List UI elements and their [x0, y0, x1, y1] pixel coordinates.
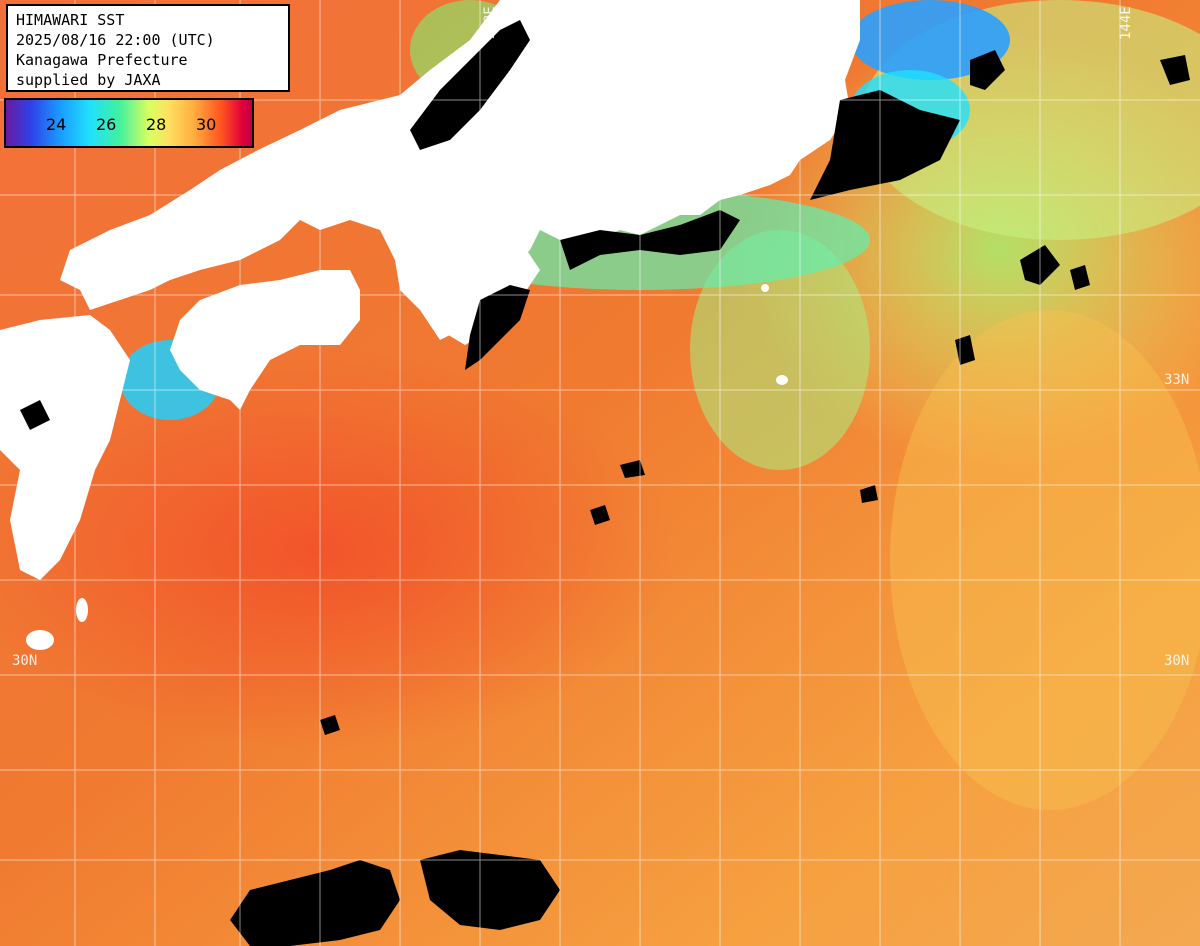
temperature-legend: 24 26 28 30 — [4, 98, 254, 148]
izu-island-2 — [761, 284, 769, 292]
info-box: HIMAWARI SST 2025/08/16 22:00 (UTC) Kana… — [6, 4, 290, 92]
lat-label-30n-right: 30N — [1164, 653, 1190, 669]
lon-label-top-right: 144E — [1118, 6, 1134, 40]
honshu-land — [60, 0, 860, 340]
izu-island — [776, 375, 788, 385]
cool-plume — [690, 230, 870, 470]
map-datetime: 2025/08/16 22:00 (UTC) — [16, 31, 215, 49]
cloud-cover — [20, 20, 1190, 946]
small-island — [26, 630, 54, 650]
shikoku-land — [170, 270, 360, 410]
legend-tick-30: 30 — [196, 115, 217, 134]
cool-water-southeast — [890, 310, 1200, 810]
map-credit: supplied by JAXA — [16, 71, 161, 89]
legend-tick-26: 26 — [96, 115, 117, 134]
legend-tick-28: 28 — [146, 115, 167, 134]
legend-tick-24: 24 — [46, 115, 67, 134]
lon-label-top-mid: 138E — [482, 6, 498, 40]
small-island-2 — [76, 598, 88, 622]
map-title: HIMAWARI SST — [16, 11, 125, 29]
kyushu-land — [0, 315, 130, 580]
map-organization: Kanagawa Prefecture — [16, 51, 188, 69]
lat-label-30n-left: 30N — [12, 653, 38, 669]
lat-label-33n-right: 33N — [1164, 372, 1190, 388]
